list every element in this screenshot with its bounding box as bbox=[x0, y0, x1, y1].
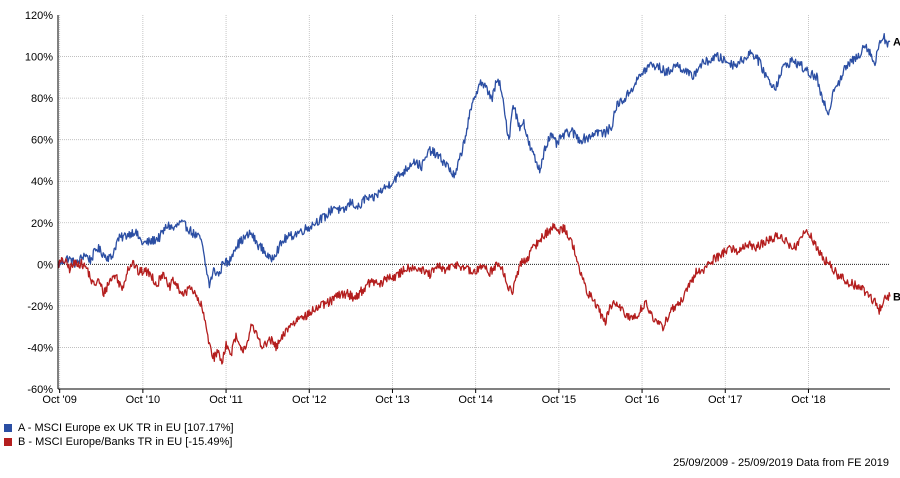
legend-item-a: A - MSCI Europe ex UK TR in EU [107.17%] bbox=[4, 421, 234, 435]
series-end-label-b: B bbox=[893, 292, 900, 304]
y-tick-label: 40% bbox=[31, 176, 53, 188]
x-tick-label: Oct '12 bbox=[292, 394, 327, 406]
legend-item-b: B - MSCI Europe/Banks TR in EU [-15.49%] bbox=[4, 435, 234, 449]
legend: A - MSCI Europe ex UK TR in EU [107.17%]… bbox=[4, 421, 234, 449]
x-tick-label: Oct '14 bbox=[458, 394, 493, 406]
x-tick-label: Oct '11 bbox=[209, 394, 243, 406]
series-end-labels: AB bbox=[893, 37, 900, 304]
y-tick-label: -20% bbox=[27, 301, 53, 313]
x-tick-label: Oct '10 bbox=[126, 394, 161, 406]
legend-swatch-b bbox=[4, 438, 12, 446]
y-tick-label: 60% bbox=[31, 135, 53, 147]
x-tick-label: Oct '18 bbox=[791, 394, 826, 406]
series-group bbox=[57, 32, 891, 365]
plot-frame-group bbox=[57, 15, 890, 390]
legend-label-a: A - MSCI Europe ex UK TR in EU [107.17%] bbox=[18, 422, 234, 434]
y-tick-label: 80% bbox=[31, 93, 53, 105]
x-tick-label: Oct '09 bbox=[42, 394, 77, 406]
y-tick-label: 0% bbox=[37, 259, 53, 271]
y-axis-ticks: -60% -40% -20% 0% 20% 40% 60% 80% 100% 120% bbox=[25, 10, 53, 396]
x-axis-ticks: Oct '09 Oct '10 Oct '11 Oct '12 Oct '13 Oct '… bbox=[42, 389, 826, 406]
series-end-label-a: A bbox=[893, 37, 900, 49]
y-tick-label: -60% bbox=[27, 384, 53, 396]
date-range-footer: 25/09/2009 - 25/09/2019 Data from FE 201… bbox=[673, 457, 889, 469]
legend-label-b: B - MSCI Europe/Banks TR in EU [-15.49%] bbox=[18, 436, 233, 448]
line-chart: -60% -40% -20% 0% 20% 40% 60% 80% 100% 120% Oct '… bbox=[25, 10, 900, 406]
legend-swatch-a bbox=[4, 424, 12, 432]
y-tick-label: 100% bbox=[25, 52, 53, 64]
y-tick-label: 20% bbox=[31, 218, 53, 230]
x-tick-label: Oct '16 bbox=[625, 394, 660, 406]
y-tick-label: 120% bbox=[25, 10, 53, 22]
x-tick-label: Oct '17 bbox=[708, 394, 743, 406]
x-tick-label: Oct '15 bbox=[542, 394, 577, 406]
grid-lines bbox=[58, 15, 890, 389]
y-tick-label: -40% bbox=[27, 342, 53, 354]
x-tick-label: Oct '13 bbox=[375, 394, 410, 406]
series-line-a bbox=[57, 32, 891, 289]
series-line-b bbox=[57, 222, 891, 365]
